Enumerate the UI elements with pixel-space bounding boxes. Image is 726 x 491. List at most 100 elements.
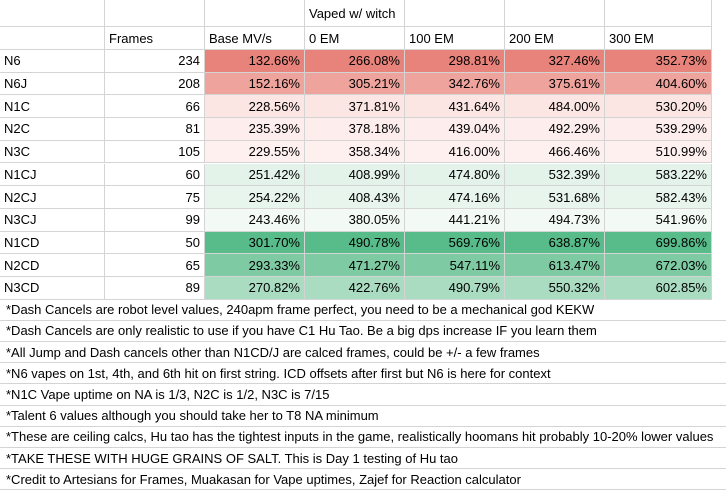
note: *N6 vapes on 1st, 4th, and 6th hit on fi… — [0, 363, 726, 385]
note: *All Jump and Dash cancels other than N1… — [0, 342, 726, 364]
value-cell: 539.29% — [605, 118, 712, 141]
value-cell: 490.78% — [305, 231, 405, 255]
note: *TAKE THESE WITH HUGE GRAINS OF SALT. Th… — [0, 448, 726, 470]
column-header: 0 EM — [305, 27, 405, 50]
value-cell: 550.32% — [505, 277, 605, 300]
value-cell: 293.33% — [205, 254, 305, 277]
value-cell: 270.82% — [205, 277, 305, 300]
value-cell: 441.21% — [405, 208, 505, 232]
column-header: Frames — [105, 27, 205, 50]
value-cell: 583.22% — [605, 163, 712, 187]
group-header: Vaped w/ witch — [305, 0, 405, 27]
value-cell: 152.16% — [205, 72, 305, 96]
value-cell: 532.39% — [505, 163, 605, 187]
empty-cell — [605, 0, 712, 27]
value-cell: 547.11% — [405, 254, 505, 277]
value-cell: 431.64% — [405, 95, 505, 119]
value-cell: 327.46% — [505, 50, 605, 73]
note: *Credit to Artesians for Frames, Muakasa… — [0, 469, 726, 491]
note: *N1C Vape uptime on NA is 1/3, N2C is 1/… — [0, 385, 726, 406]
value-cell: 132.66% — [205, 50, 305, 73]
row-label: N3C — [0, 140, 105, 164]
column-header: 200 EM — [505, 27, 605, 50]
frames-cell: 65 — [105, 254, 205, 277]
frames-cell: 208 — [105, 72, 205, 96]
note: *These are ceiling calcs, Hu tao has the… — [0, 427, 726, 449]
value-cell: 510.99% — [605, 140, 712, 164]
value-cell: 672.03% — [605, 254, 712, 277]
value-cell: 466.46% — [505, 140, 605, 164]
frames-cell: 99 — [105, 208, 205, 232]
empty-cell — [505, 0, 605, 27]
empty-cell — [0, 0, 105, 27]
value-cell: 569.76% — [405, 231, 505, 255]
value-cell: 342.76% — [405, 72, 505, 96]
value-cell: 530.20% — [605, 95, 712, 119]
value-cell: 484.00% — [505, 95, 605, 119]
frames-cell: 66 — [105, 95, 205, 119]
frames-cell: 60 — [105, 163, 205, 187]
value-cell: 358.34% — [305, 140, 405, 164]
frames-cell: 234 — [105, 50, 205, 73]
value-cell: 613.47% — [505, 254, 605, 277]
value-cell: 439.04% — [405, 118, 505, 141]
frames-cell: 105 — [105, 140, 205, 164]
column-header: 300 EM — [605, 27, 712, 50]
note: *Dash Cancels are robot level values, 24… — [0, 300, 726, 321]
value-cell: 375.61% — [505, 72, 605, 96]
column-header: 100 EM — [405, 27, 505, 50]
value-cell: 301.70% — [205, 231, 305, 255]
row-label: N2C — [0, 118, 105, 141]
value-cell: 380.05% — [305, 208, 405, 232]
value-cell: 235.39% — [205, 118, 305, 141]
value-cell: 541.96% — [605, 208, 712, 232]
value-cell: 602.85% — [605, 277, 712, 300]
value-cell: 638.87% — [505, 231, 605, 255]
value-cell: 378.18% — [305, 118, 405, 141]
value-cell: 266.08% — [305, 50, 405, 73]
value-cell: 229.55% — [205, 140, 305, 164]
value-cell: 371.81% — [305, 95, 405, 119]
value-cell: 298.81% — [405, 50, 505, 73]
value-cell: 408.99% — [305, 163, 405, 187]
empty-cell — [105, 0, 205, 27]
frames-cell: 50 — [105, 231, 205, 255]
row-label: N1CJ — [0, 163, 105, 187]
value-cell: 228.56% — [205, 95, 305, 119]
value-cell: 699.86% — [605, 231, 712, 255]
row-label: N1C — [0, 95, 105, 119]
column-header: Base MV/s — [205, 27, 305, 50]
frames-cell: 75 — [105, 186, 205, 209]
value-cell: 243.46% — [205, 208, 305, 232]
value-cell: 531.68% — [505, 186, 605, 209]
value-cell: 474.16% — [405, 186, 505, 209]
value-cell: 492.29% — [505, 118, 605, 141]
value-cell: 494.73% — [505, 208, 605, 232]
empty-cell — [405, 0, 505, 27]
empty-cell — [205, 0, 305, 27]
row-label: N1CD — [0, 231, 105, 255]
value-cell: 352.73% — [605, 50, 712, 73]
row-label: N6 — [0, 50, 105, 73]
row-label: N2CD — [0, 254, 105, 277]
value-cell: 254.22% — [205, 186, 305, 209]
frames-cell: 89 — [105, 277, 205, 300]
row-label: N6J — [0, 72, 105, 96]
value-cell: 422.76% — [305, 277, 405, 300]
value-cell: 404.60% — [605, 72, 712, 96]
frames-cell: 81 — [105, 118, 205, 141]
value-cell: 582.43% — [605, 186, 712, 209]
value-cell: 471.27% — [305, 254, 405, 277]
value-cell: 408.43% — [305, 186, 405, 209]
row-label: N3CD — [0, 277, 105, 300]
empty-cell — [0, 27, 105, 50]
value-cell: 305.21% — [305, 72, 405, 96]
value-cell: 490.79% — [405, 277, 505, 300]
row-label: N3CJ — [0, 208, 105, 232]
note: *Dash Cancels are only realistic to use … — [0, 321, 726, 343]
value-cell: 474.80% — [405, 163, 505, 187]
row-label: N2CJ — [0, 186, 105, 209]
value-cell: 251.42% — [205, 163, 305, 187]
note: *Talent 6 values although you should tak… — [0, 406, 726, 427]
